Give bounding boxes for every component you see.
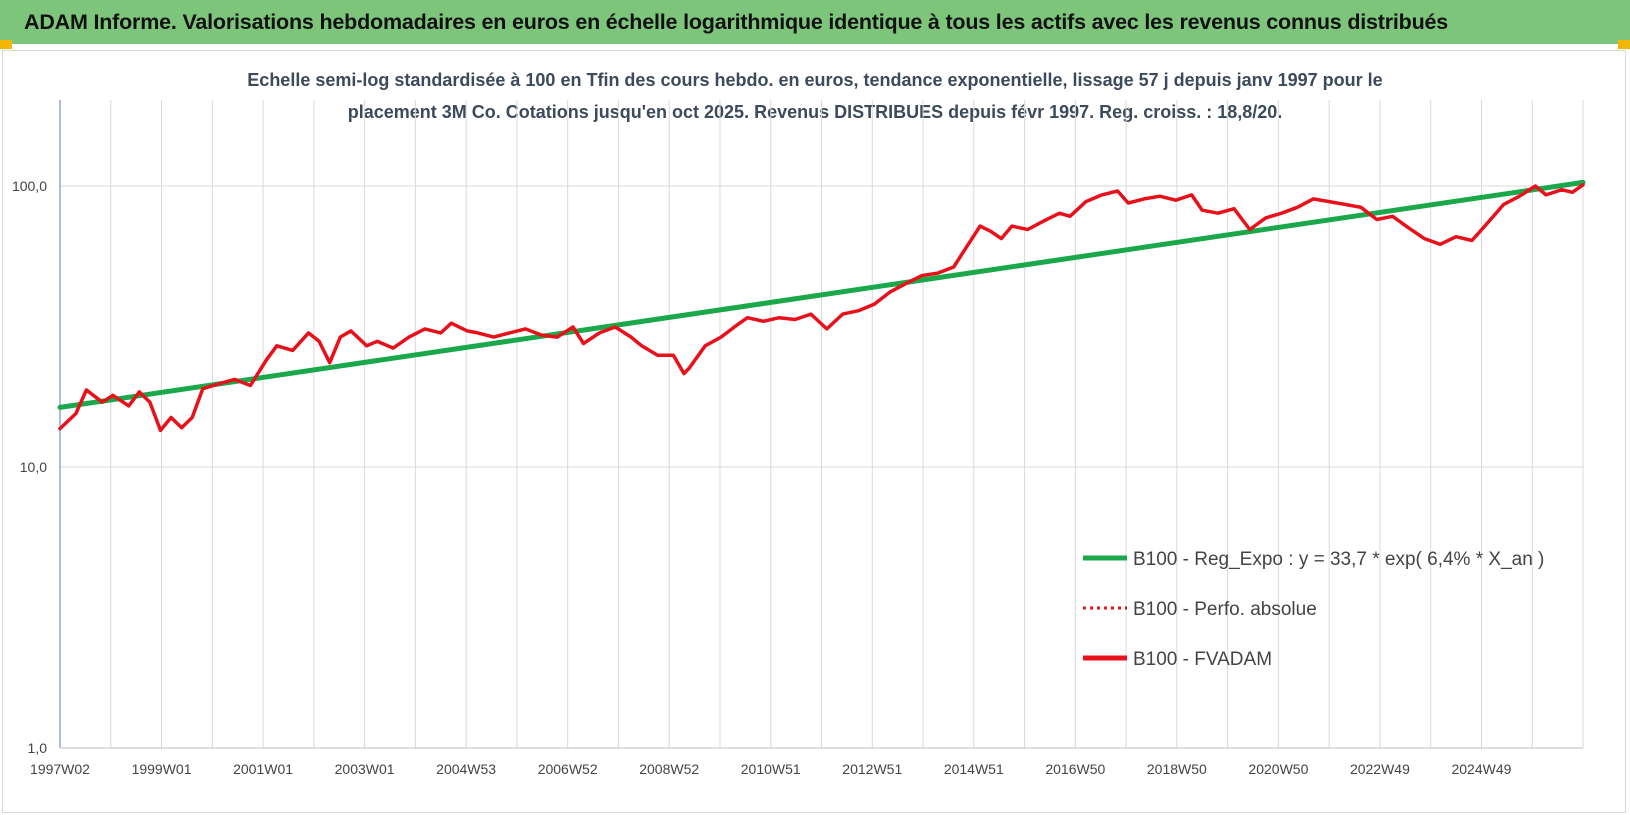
x-tick-label: 2020W50: [1248, 761, 1308, 777]
legend-label-2: B100 - Perfo. absolue: [1133, 599, 1317, 620]
x-tick-label: 2016W50: [1045, 761, 1105, 777]
x-tick-label: 2018W50: [1147, 761, 1207, 777]
x-tick-label: 2012W51: [842, 761, 902, 777]
x-tick-label: 2022W49: [1350, 761, 1410, 777]
x-tick-label: 2001W01: [233, 761, 293, 777]
report-title: ADAM Informe. Valorisations hebdomadaire…: [24, 10, 1449, 34]
y-tick-label: 100,0: [12, 178, 47, 194]
x-tick-label: 2014W51: [944, 761, 1004, 777]
chart-area: [2, 50, 1626, 813]
y-tick-label: 10,0: [20, 459, 47, 475]
legend-label-3: B100 - FVADAM: [1133, 649, 1272, 670]
chart-subtitle-line2: placement 3M Co. Cotations jusqu'en oct …: [347, 102, 1283, 122]
x-tick-label: 2024W49: [1451, 761, 1511, 777]
x-tick-label: 2008W52: [639, 761, 699, 777]
x-tick-label: 2006W52: [538, 761, 598, 777]
x-tick-label: 2003W01: [335, 761, 395, 777]
corner-marker-left: [0, 40, 12, 49]
series-line-regression: [57, 179, 1586, 410]
series-line-fvadam: [58, 183, 1585, 433]
axes: 1,0 10,0 100,0 1997W02 1999W01 2001W01 2003W01…: [12, 100, 1583, 777]
header-bar: ADAM Informe. Valorisations hebdomadaire…: [0, 0, 1630, 44]
legend: B100 - Reg_Expo : y = 33,7 * exp( 6,4% *…: [1083, 549, 1544, 670]
x-tick-label: 2010W51: [741, 761, 801, 777]
chart-subtitle-line1: Echelle semi-log standardisée à 100 en T…: [247, 70, 1383, 90]
x-tick-label: 2004W53: [436, 761, 496, 777]
x-tick-label: 1997W02: [30, 761, 90, 777]
legend-label-1: B100 - Reg_Expo : y = 33,7 * exp( 6,4% *…: [1133, 549, 1544, 570]
corner-marker-right: [1618, 40, 1630, 49]
y-tick-label: 1,0: [28, 740, 48, 756]
series: [57, 179, 1586, 433]
grid-lines: [60, 100, 1584, 748]
x-tick-label: 1999W01: [132, 761, 192, 777]
